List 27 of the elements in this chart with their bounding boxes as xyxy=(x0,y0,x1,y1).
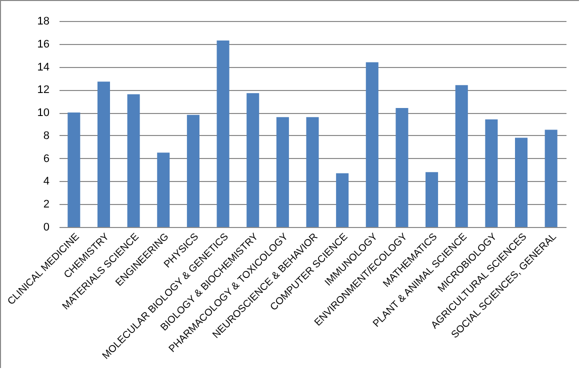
bar xyxy=(396,108,408,227)
bar xyxy=(544,130,558,227)
bar xyxy=(97,82,110,227)
y-tick-label: 10 xyxy=(37,107,50,120)
y-tick-label: 12 xyxy=(37,84,50,96)
y-tick-label: 8 xyxy=(43,130,50,142)
y-tick-label: 4 xyxy=(43,176,50,188)
bar xyxy=(336,173,349,227)
bar xyxy=(276,117,289,227)
bar xyxy=(186,114,200,227)
y-tick-label: 0 xyxy=(43,222,50,234)
bar xyxy=(216,40,230,227)
bar xyxy=(306,117,319,227)
y-tick-label: 14 xyxy=(37,61,50,74)
y-tick-label: 6 xyxy=(43,152,50,165)
y-tick-label: 16 xyxy=(37,38,50,50)
bar xyxy=(246,93,260,227)
bar xyxy=(157,152,170,227)
bar xyxy=(127,94,140,227)
y-tick-label: 18 xyxy=(37,16,50,28)
bar xyxy=(366,62,378,227)
bar xyxy=(485,119,498,227)
bar xyxy=(68,112,80,227)
bar xyxy=(515,138,528,227)
y-tick-label: 2 xyxy=(43,198,50,211)
bar xyxy=(455,85,468,227)
bar xyxy=(426,172,438,227)
